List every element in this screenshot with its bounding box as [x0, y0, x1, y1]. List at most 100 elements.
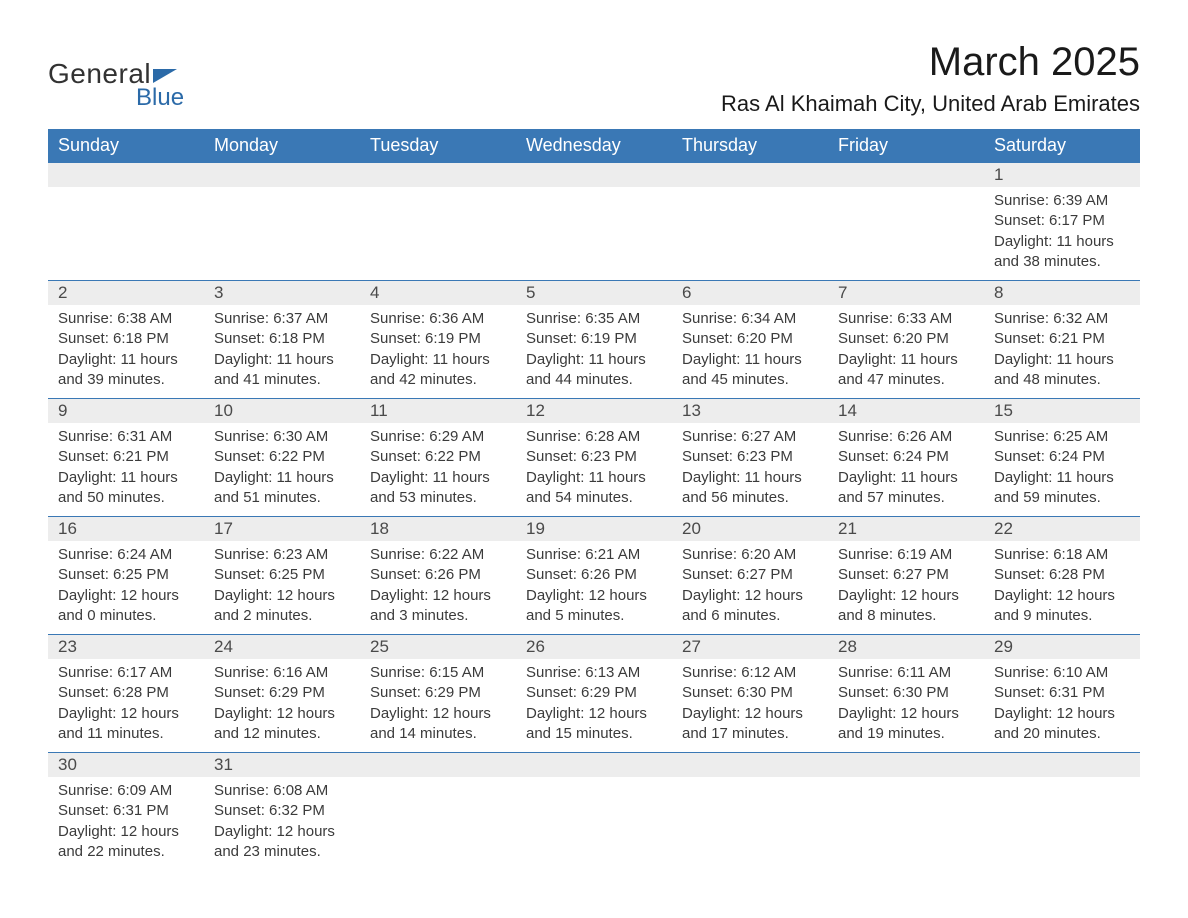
daylight-text: Daylight: 12 hours [370, 704, 506, 724]
daylight-text: and 12 minutes. [214, 724, 350, 744]
daylight-text: and 42 minutes. [370, 370, 506, 390]
sunset-text: Sunset: 6:17 PM [994, 211, 1130, 231]
day-number-cell [516, 753, 672, 778]
day-number-cell: 17 [204, 517, 360, 542]
day-details-cell: Sunrise: 6:09 AMSunset: 6:31 PMDaylight:… [48, 777, 204, 870]
day-number-cell: 30 [48, 753, 204, 778]
day-number-cell: 13 [672, 399, 828, 424]
day-details-row: Sunrise: 6:09 AMSunset: 6:31 PMDaylight:… [48, 777, 1140, 870]
daylight-text: Daylight: 12 hours [58, 704, 194, 724]
sunrise-text: Sunrise: 6:09 AM [58, 781, 194, 801]
day-details-cell: Sunrise: 6:31 AMSunset: 6:21 PMDaylight:… [48, 423, 204, 517]
day-details-cell: Sunrise: 6:15 AMSunset: 6:29 PMDaylight:… [360, 659, 516, 753]
daylight-text: and 59 minutes. [994, 488, 1130, 508]
daylight-text: Daylight: 11 hours [682, 350, 818, 370]
calendar-table: SundayMondayTuesdayWednesdayThursdayFrid… [48, 129, 1140, 870]
sunrise-text: Sunrise: 6:18 AM [994, 545, 1130, 565]
day-details-cell: Sunrise: 6:18 AMSunset: 6:28 PMDaylight:… [984, 541, 1140, 635]
day-number-cell: 25 [360, 635, 516, 660]
sunrise-text: Sunrise: 6:19 AM [838, 545, 974, 565]
day-header: Saturday [984, 129, 1140, 163]
day-details-cell: Sunrise: 6:29 AMSunset: 6:22 PMDaylight:… [360, 423, 516, 517]
sunrise-text: Sunrise: 6:20 AM [682, 545, 818, 565]
day-details-row: Sunrise: 6:38 AMSunset: 6:18 PMDaylight:… [48, 305, 1140, 399]
day-number-cell [204, 163, 360, 188]
day-header: Friday [828, 129, 984, 163]
daylight-text: Daylight: 11 hours [526, 468, 662, 488]
day-details-cell: Sunrise: 6:26 AMSunset: 6:24 PMDaylight:… [828, 423, 984, 517]
sunset-text: Sunset: 6:21 PM [58, 447, 194, 467]
day-number-cell: 12 [516, 399, 672, 424]
day-header: Tuesday [360, 129, 516, 163]
sunset-text: Sunset: 6:25 PM [58, 565, 194, 585]
day-number-cell [984, 753, 1140, 778]
location-subtitle: Ras Al Khaimah City, United Arab Emirate… [721, 91, 1140, 117]
day-details-row: Sunrise: 6:24 AMSunset: 6:25 PMDaylight:… [48, 541, 1140, 635]
sunrise-text: Sunrise: 6:10 AM [994, 663, 1130, 683]
daylight-text: and 56 minutes. [682, 488, 818, 508]
sunset-text: Sunset: 6:29 PM [526, 683, 662, 703]
day-number-cell: 7 [828, 281, 984, 306]
sunset-text: Sunset: 6:18 PM [214, 329, 350, 349]
month-title: March 2025 [721, 40, 1140, 85]
daylight-text: Daylight: 11 hours [994, 350, 1130, 370]
day-details-cell [828, 187, 984, 281]
sunset-text: Sunset: 6:29 PM [370, 683, 506, 703]
daylight-text: and 8 minutes. [838, 606, 974, 626]
daylight-text: and 50 minutes. [58, 488, 194, 508]
daylight-text: and 38 minutes. [994, 252, 1130, 272]
day-details-cell [672, 777, 828, 870]
title-block: March 2025 Ras Al Khaimah City, United A… [721, 40, 1140, 117]
day-details-cell: Sunrise: 6:27 AMSunset: 6:23 PMDaylight:… [672, 423, 828, 517]
daylight-text: Daylight: 11 hours [838, 468, 974, 488]
sunset-text: Sunset: 6:24 PM [994, 447, 1130, 467]
daylight-text: Daylight: 12 hours [526, 586, 662, 606]
day-details-cell: Sunrise: 6:33 AMSunset: 6:20 PMDaylight:… [828, 305, 984, 399]
day-details-cell: Sunrise: 6:35 AMSunset: 6:19 PMDaylight:… [516, 305, 672, 399]
day-number-cell: 16 [48, 517, 204, 542]
day-number-row: 9101112131415 [48, 399, 1140, 424]
daylight-text: Daylight: 11 hours [370, 468, 506, 488]
daylight-text: Daylight: 11 hours [214, 350, 350, 370]
sunset-text: Sunset: 6:31 PM [994, 683, 1130, 703]
sunrise-text: Sunrise: 6:21 AM [526, 545, 662, 565]
sunset-text: Sunset: 6:20 PM [682, 329, 818, 349]
day-number-cell [360, 163, 516, 188]
daylight-text: Daylight: 12 hours [994, 586, 1130, 606]
daylight-text: Daylight: 12 hours [58, 822, 194, 842]
calendar-header-row: SundayMondayTuesdayWednesdayThursdayFrid… [48, 129, 1140, 163]
sunrise-text: Sunrise: 6:37 AM [214, 309, 350, 329]
day-number-cell: 15 [984, 399, 1140, 424]
daylight-text: and 9 minutes. [994, 606, 1130, 626]
day-details-cell: Sunrise: 6:17 AMSunset: 6:28 PMDaylight:… [48, 659, 204, 753]
day-number-cell [828, 753, 984, 778]
day-number-cell: 22 [984, 517, 1140, 542]
sunset-text: Sunset: 6:28 PM [58, 683, 194, 703]
sunrise-text: Sunrise: 6:11 AM [838, 663, 974, 683]
day-number-cell [516, 163, 672, 188]
sunrise-text: Sunrise: 6:39 AM [994, 191, 1130, 211]
day-details-cell: Sunrise: 6:20 AMSunset: 6:27 PMDaylight:… [672, 541, 828, 635]
sunrise-text: Sunrise: 6:36 AM [370, 309, 506, 329]
daylight-text: and 20 minutes. [994, 724, 1130, 744]
sunrise-text: Sunrise: 6:30 AM [214, 427, 350, 447]
day-number-cell: 1 [984, 163, 1140, 188]
sunset-text: Sunset: 6:31 PM [58, 801, 194, 821]
daylight-text: and 54 minutes. [526, 488, 662, 508]
day-details-cell: Sunrise: 6:32 AMSunset: 6:21 PMDaylight:… [984, 305, 1140, 399]
daylight-text: Daylight: 12 hours [214, 704, 350, 724]
daylight-text: and 44 minutes. [526, 370, 662, 390]
day-details-cell: Sunrise: 6:22 AMSunset: 6:26 PMDaylight:… [360, 541, 516, 635]
sunrise-text: Sunrise: 6:22 AM [370, 545, 506, 565]
day-header: Thursday [672, 129, 828, 163]
daylight-text: and 51 minutes. [214, 488, 350, 508]
day-number-cell: 11 [360, 399, 516, 424]
day-number-cell [828, 163, 984, 188]
day-details-cell: Sunrise: 6:19 AMSunset: 6:27 PMDaylight:… [828, 541, 984, 635]
day-details-cell: Sunrise: 6:08 AMSunset: 6:32 PMDaylight:… [204, 777, 360, 870]
daylight-text: and 41 minutes. [214, 370, 350, 390]
day-header: Monday [204, 129, 360, 163]
sunrise-text: Sunrise: 6:13 AM [526, 663, 662, 683]
day-number-cell: 24 [204, 635, 360, 660]
day-details-cell: Sunrise: 6:25 AMSunset: 6:24 PMDaylight:… [984, 423, 1140, 517]
